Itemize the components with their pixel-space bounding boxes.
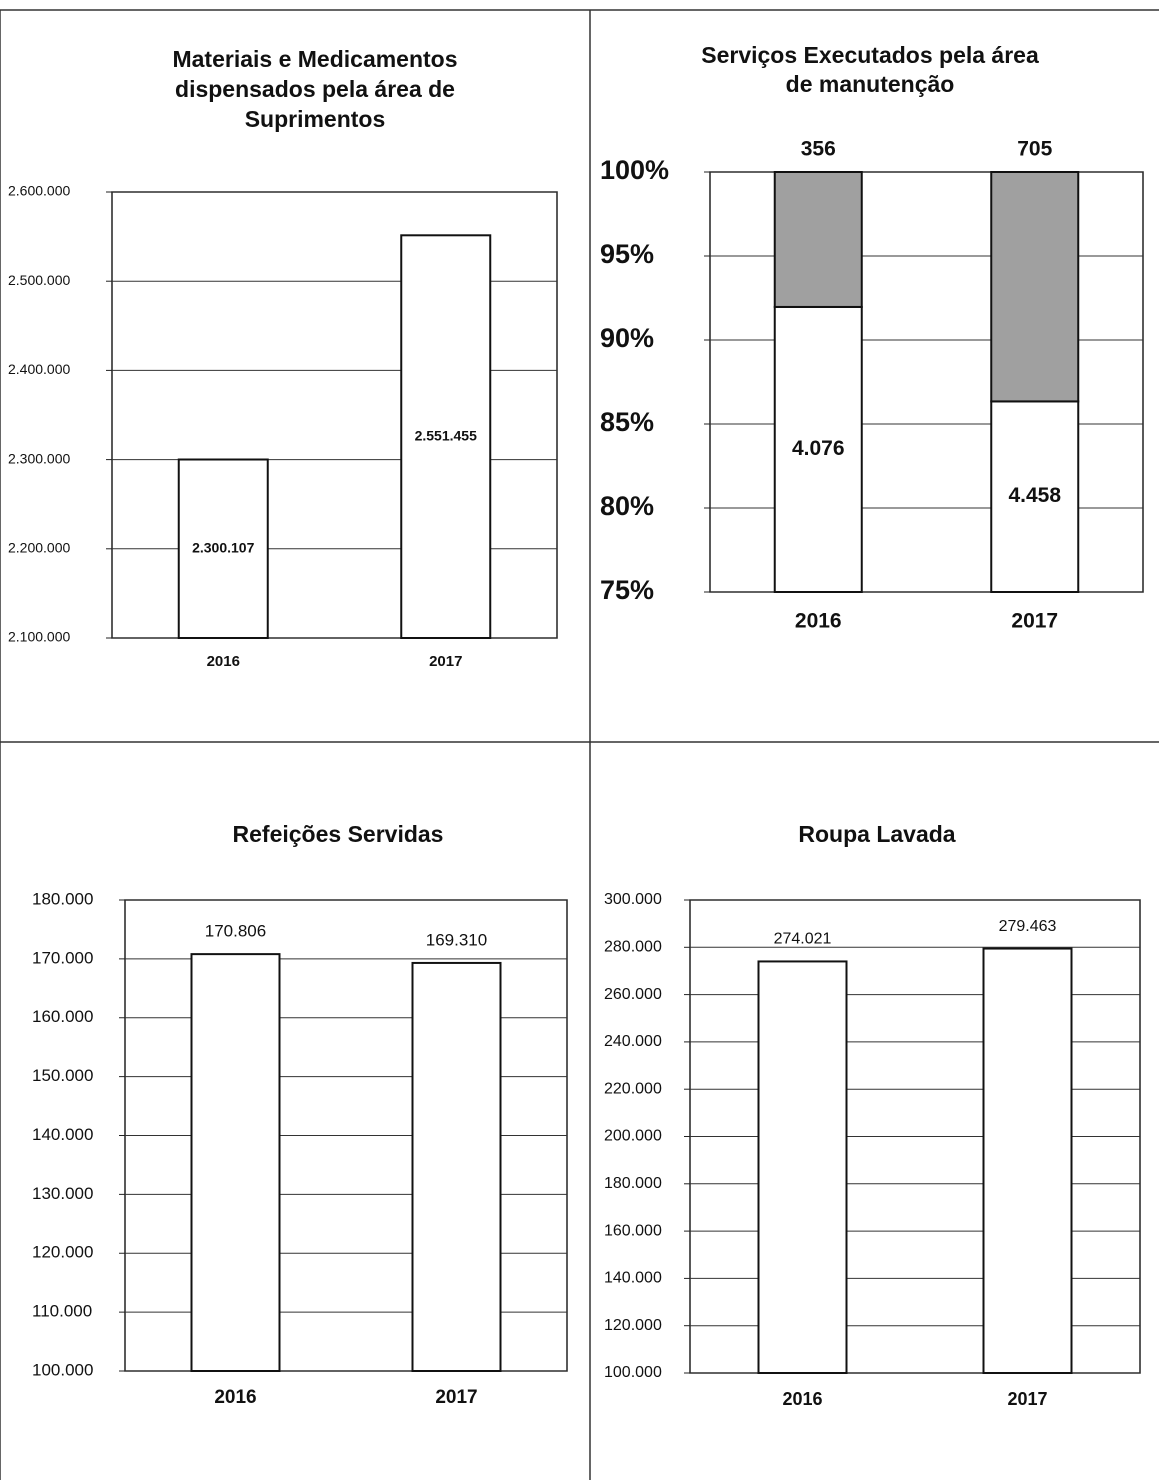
y-tick-label: 2.200.000 <box>8 540 70 556</box>
chart-title: de manutenção <box>786 71 955 97</box>
value-label: 705 <box>1017 138 1052 161</box>
chart-title: Suprimentos <box>245 106 386 132</box>
value-label: 4.076 <box>792 437 845 460</box>
value-label: 2.551.455 <box>415 427 477 443</box>
y-tick-label: 180.000 <box>604 1175 662 1192</box>
label-bg <box>782 436 855 463</box>
x-tick-label: 2017 <box>1011 610 1058 633</box>
value-label: 356 <box>801 138 836 161</box>
y-tick-label: 120.000 <box>32 1243 93 1262</box>
value-label: 169.310 <box>426 930 487 949</box>
y-tick-label: 2.500.000 <box>8 272 70 288</box>
y-tick-label: 120.000 <box>604 1317 662 1334</box>
y-tick-label: 180.000 <box>32 889 93 908</box>
y-tick-label: 2.400.000 <box>8 361 70 377</box>
y-tick-label: 240.000 <box>604 1033 662 1050</box>
y-tick-label: 80% <box>600 491 654 521</box>
y-tick-label: 100.000 <box>32 1360 93 1379</box>
bar <box>190 953 281 1373</box>
y-tick-label: 2.300.000 <box>8 450 70 466</box>
bar <box>757 960 848 1374</box>
y-tick-label: 160.000 <box>32 1007 93 1026</box>
y-tick-label: 300.000 <box>604 891 662 908</box>
y-tick-label: 90% <box>600 323 654 353</box>
label-bg <box>998 483 1071 510</box>
chart-title: Materiais e Medicamentos <box>172 46 457 72</box>
bar <box>411 961 502 1372</box>
y-tick-label: 280.000 <box>604 939 662 956</box>
y-tick-label: 160.000 <box>604 1222 662 1239</box>
x-tick-label: 2017 <box>435 1387 477 1408</box>
y-tick-label: 140.000 <box>32 1125 93 1144</box>
x-tick-label: 2017 <box>1007 1389 1047 1409</box>
value-label: 2.300.107 <box>192 539 254 555</box>
y-tick-label: 85% <box>600 407 654 437</box>
chart-title: Roupa Lavada <box>798 821 955 847</box>
y-tick-label: 130.000 <box>32 1184 93 1203</box>
value-label: 279.463 <box>999 918 1057 935</box>
y-tick-label: 95% <box>600 239 654 269</box>
x-tick-label: 2016 <box>214 1387 256 1408</box>
value-label: 170.806 <box>205 922 266 941</box>
y-tick-label: 100.000 <box>604 1364 662 1381</box>
chart-title: Serviços Executados pela área <box>701 42 1039 68</box>
value-label: 4.458 <box>1008 484 1061 507</box>
label-bg <box>403 426 488 447</box>
y-tick-label: 75% <box>600 575 654 605</box>
chart-title: Refeições Servidas <box>233 821 444 847</box>
y-tick-label: 110.000 <box>32 1302 92 1321</box>
value-label: 274.021 <box>774 931 832 948</box>
label-bg <box>181 538 266 559</box>
chart-title: dispensados pela área de <box>175 76 455 102</box>
y-tick-label: 170.000 <box>32 948 93 967</box>
x-tick-label: 2016 <box>207 653 240 670</box>
bar-segment <box>773 171 863 308</box>
y-tick-label: 220.000 <box>604 1080 662 1097</box>
y-tick-label: 140.000 <box>604 1270 662 1287</box>
y-tick-label: 150.000 <box>32 1066 93 1085</box>
y-tick-label: 2.600.000 <box>8 183 70 199</box>
y-tick-label: 2.100.000 <box>8 629 70 645</box>
y-tick-label: 200.000 <box>604 1128 662 1145</box>
x-tick-label: 2016 <box>795 610 842 633</box>
bar-segment <box>990 171 1080 403</box>
x-tick-label: 2016 <box>782 1389 822 1409</box>
bar <box>982 947 1073 1374</box>
y-tick-label: 260.000 <box>604 986 662 1003</box>
y-tick-label: 100% <box>600 155 669 185</box>
x-tick-label: 2017 <box>429 653 462 670</box>
